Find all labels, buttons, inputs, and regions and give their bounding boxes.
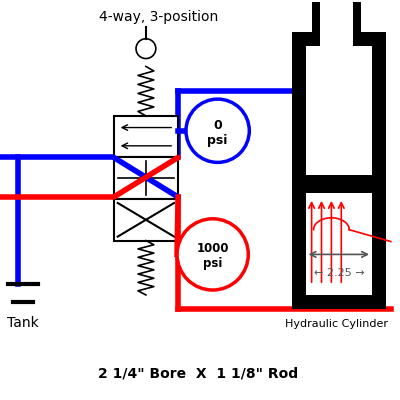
Bar	[320, 2, 353, 46]
Text: 4-way, 3-position: 4-way, 3-position	[99, 10, 218, 24]
Bar	[114, 116, 178, 158]
Text: 2 1/4" Bore  X  1 1/8" Rod: 2 1/4" Bore X 1 1/8" Rod	[98, 366, 298, 380]
Text: ← 2.25 →: ← 2.25 →	[314, 268, 364, 278]
Bar	[114, 158, 178, 199]
Circle shape	[177, 219, 248, 290]
Circle shape	[186, 99, 249, 162]
Text: 0
psi: 0 psi	[208, 119, 228, 147]
Bar	[306, 175, 372, 193]
Bar	[114, 199, 178, 240]
Text: Tank: Tank	[7, 316, 39, 330]
Bar	[292, 32, 386, 309]
Text: Hydraulic Cylinder: Hydraulic Cylinder	[285, 319, 388, 329]
Bar	[312, 2, 361, 46]
Bar	[306, 46, 372, 295]
Text: 1000
psi: 1000 psi	[196, 242, 229, 270]
